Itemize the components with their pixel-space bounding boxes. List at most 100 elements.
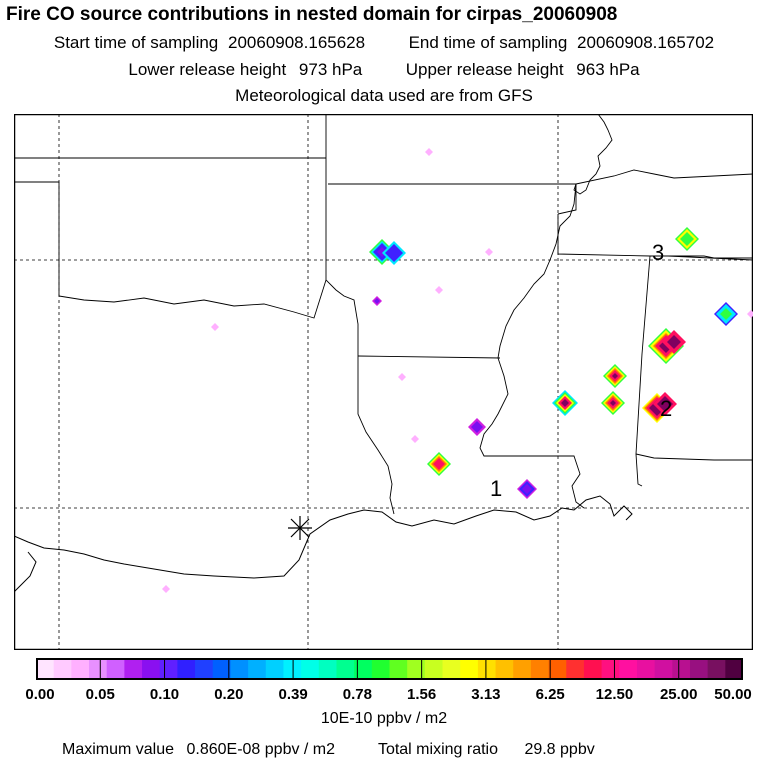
colorbar-swatch bbox=[707, 658, 726, 680]
colorbar-swatch bbox=[725, 658, 744, 680]
colorbar-tick-label: 50.00 bbox=[714, 686, 752, 703]
coastline-south bbox=[14, 551, 37, 593]
colorbar-frame bbox=[36, 658, 743, 680]
colorbar-tick-label: 12.50 bbox=[595, 686, 634, 703]
map-label-3: 3 bbox=[652, 240, 664, 265]
hotspot-ms-south bbox=[610, 400, 616, 406]
colorbar-swatch bbox=[371, 658, 391, 680]
state-borders bbox=[14, 114, 753, 515]
lower-release-value: 973 hPa bbox=[298, 60, 363, 79]
colorbar-swatch bbox=[301, 658, 320, 680]
colorbar-swatch bbox=[248, 658, 267, 680]
border-ok-ar-tx-la bbox=[325, 184, 395, 515]
colorbar-swatch bbox=[124, 658, 143, 680]
colorbar-strip bbox=[36, 658, 744, 680]
colorbar-swatch bbox=[159, 658, 179, 680]
border-red-river bbox=[58, 279, 327, 319]
hotspot-louisiana-violet bbox=[471, 421, 483, 433]
hotspot-faint bbox=[425, 148, 433, 156]
colorbar-tick-label: 0.20 bbox=[214, 686, 244, 703]
colorbar-swatch bbox=[689, 658, 709, 680]
colorbar-swatch bbox=[283, 658, 302, 680]
colorbar-swatch bbox=[442, 658, 461, 680]
map-label-2: 2 bbox=[660, 396, 672, 421]
colorbar-tick-label: 6.25 bbox=[535, 686, 565, 703]
colorbar-swatch bbox=[230, 658, 249, 680]
colorbar-swatch bbox=[265, 658, 285, 680]
start-time-label: Start time of sampling bbox=[53, 33, 219, 52]
colorbar-swatch bbox=[36, 658, 55, 680]
colorbar-swatch bbox=[53, 658, 72, 680]
hotspot-georgia bbox=[720, 308, 732, 320]
hotspot-faint bbox=[747, 310, 753, 318]
colorbar-ticks: 0.00 0.05 0.10 0.20 0.39 0.78 1.56 3.13 6.25 12.5… bbox=[0, 686, 768, 706]
colorbar-swatch bbox=[195, 658, 214, 680]
lower-release-label: Lower release height bbox=[128, 60, 287, 79]
graticule bbox=[14, 114, 753, 650]
colorbar bbox=[36, 658, 744, 680]
colorbar-swatch bbox=[354, 658, 373, 680]
total-mixing-value: 29.8 ppbv bbox=[524, 741, 595, 758]
hotspot-ms-north bbox=[612, 373, 618, 379]
colorbar-swatch bbox=[177, 658, 196, 680]
colorbar-swatch bbox=[583, 658, 603, 680]
colorbar-swatch bbox=[71, 658, 90, 680]
border-ar-la bbox=[357, 355, 501, 359]
colorbar-swatch bbox=[601, 658, 620, 680]
hotspot-louisiana-red bbox=[433, 458, 445, 470]
colorbar-swatch bbox=[619, 658, 638, 680]
colorbar-swatch bbox=[212, 658, 232, 680]
hotspot-site-3 bbox=[680, 232, 694, 246]
colorbar-tick-label: 1.56 bbox=[407, 686, 437, 703]
hotspot-faint bbox=[435, 286, 443, 294]
colorbar-swatch bbox=[672, 658, 691, 680]
upper-release-value: 963 hPa bbox=[576, 60, 640, 79]
hotspot-alabama-large bbox=[667, 335, 681, 349]
hotspot-faint bbox=[485, 248, 493, 256]
hotspot-faint bbox=[398, 373, 406, 381]
colorbar-tick-label: 25.00 bbox=[659, 686, 698, 703]
colorbar-swatch bbox=[336, 658, 355, 680]
colorbar-swatch bbox=[407, 658, 426, 680]
colorbar-swatch bbox=[89, 658, 108, 680]
map-title: Fire CO source contributions in nested d… bbox=[6, 4, 618, 25]
colorbar-tick-label: 0.10 bbox=[149, 686, 180, 703]
hotspot-site-2 bbox=[657, 396, 673, 412]
hotspot-site-1 bbox=[522, 484, 532, 494]
hotspot-faint bbox=[211, 323, 219, 331]
colorbar-tick-label: 0.78 bbox=[342, 686, 372, 703]
colorbar-swatch bbox=[142, 658, 161, 680]
colorbar-swatch bbox=[495, 658, 514, 680]
border-tn-ms-n bbox=[557, 184, 577, 215]
colorbar-swatch bbox=[460, 658, 479, 680]
footer-stats: Maximum value 0.860E-08 ppbv / m2 Total … bbox=[62, 741, 595, 759]
colorbar-tick-label: 3.13 bbox=[471, 686, 501, 703]
colorbar-swatch bbox=[318, 658, 338, 680]
border-al-fl bbox=[635, 453, 753, 461]
hotspot-ms bbox=[561, 399, 569, 407]
hotspot-arkansas-blue bbox=[385, 244, 403, 262]
border-ky-tn bbox=[575, 169, 753, 185]
hotspot-faint bbox=[411, 435, 419, 443]
hotspot-arkansas-small bbox=[374, 298, 380, 304]
total-mixing-label: Total mixing ratio bbox=[377, 741, 498, 758]
colorbar-swatch bbox=[636, 658, 656, 680]
map-label-1: 1 bbox=[490, 476, 502, 501]
border-nm-tx bbox=[14, 181, 60, 296]
fire-hotspots bbox=[162, 148, 753, 593]
sampling-times-line: Start time of sampling 20060908.165628 E… bbox=[0, 33, 768, 53]
receptor-marker bbox=[288, 516, 312, 540]
border-river-ms bbox=[479, 183, 585, 509]
max-value-label: Maximum value bbox=[62, 741, 175, 758]
colorbar-swatch bbox=[530, 658, 550, 680]
colorbar-tick-label: 0.00 bbox=[25, 686, 55, 703]
coastline bbox=[14, 495, 633, 579]
colorbar-units: 10E-10 ppbv / m2 bbox=[320, 710, 448, 727]
colorbar-swatch bbox=[548, 658, 567, 680]
end-time-value: 20060908.165702 bbox=[577, 33, 715, 52]
end-time-label: End time of sampling bbox=[408, 33, 568, 52]
colorbar-swatch bbox=[566, 658, 585, 680]
upper-release-label: Upper release height bbox=[405, 60, 564, 79]
colorbar-swatch bbox=[106, 658, 125, 680]
colorbar-tick-label: 0.39 bbox=[278, 686, 308, 703]
